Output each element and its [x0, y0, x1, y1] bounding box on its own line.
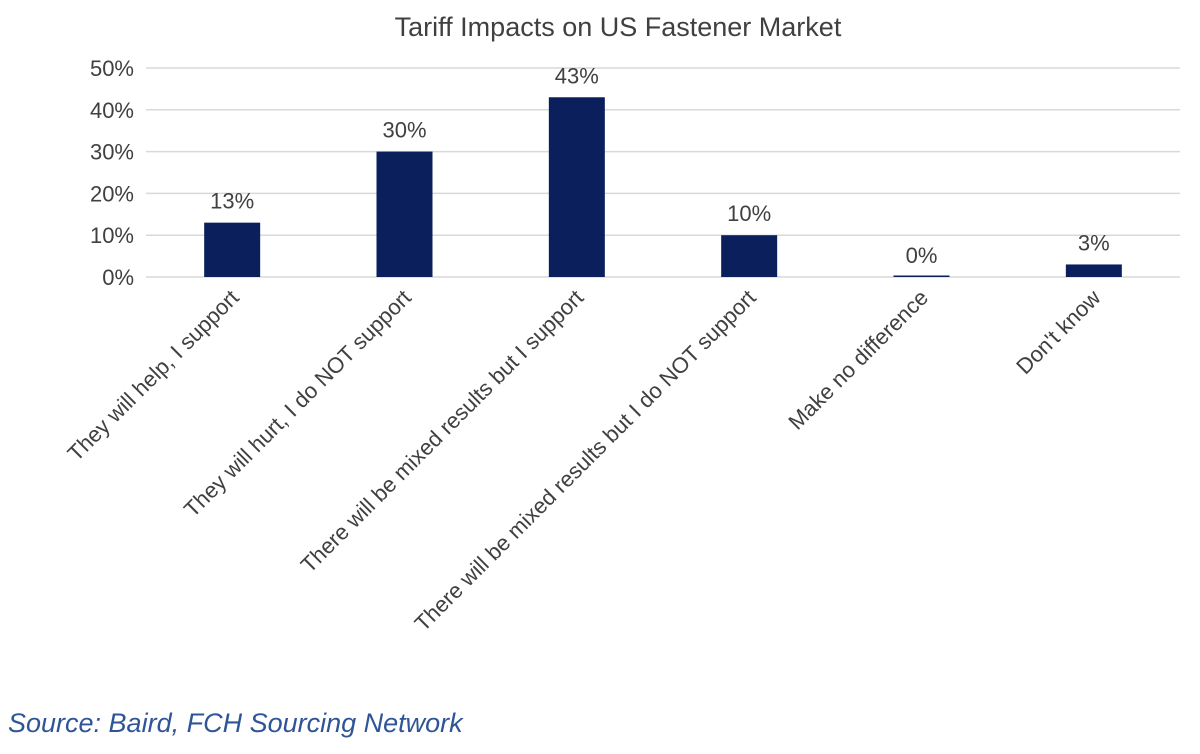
data-label: 43%	[555, 63, 599, 88]
gridlines	[146, 67, 1180, 278]
data-label: 3%	[1078, 230, 1110, 255]
category-label: Make no difference	[783, 285, 933, 435]
y-tick-label: 20%	[90, 181, 134, 206]
y-tick-label: 30%	[90, 140, 134, 165]
bar	[204, 222, 261, 277]
y-tick-label: 50%	[90, 56, 134, 81]
y-tick-label: 10%	[90, 223, 134, 248]
category-label: There will be mixed results but I suppor…	[296, 285, 589, 578]
bars	[204, 97, 1122, 277]
category-label: There will be mixed results but I do NOT…	[410, 285, 761, 636]
bar	[1065, 264, 1122, 277]
bar	[376, 151, 433, 277]
category-label: Don't know	[1011, 285, 1105, 379]
bar	[721, 235, 778, 277]
data-label: 13%	[210, 189, 254, 214]
data-label: 30%	[382, 118, 426, 143]
data-label: 0%	[906, 243, 938, 268]
bar	[893, 275, 950, 277]
y-tick-label: 0%	[102, 265, 134, 290]
bar	[548, 97, 605, 277]
chart-title: Tariff Impacts on US Fastener Market	[395, 12, 842, 42]
y-tick-label: 40%	[90, 98, 134, 123]
data-labels: 13% 30% 43% 10% 0% 3%	[210, 63, 1110, 268]
data-label: 10%	[727, 201, 771, 226]
category-label: They will help, I support	[63, 285, 244, 466]
source-note: Source: Baird, FCH Sourcing Network	[8, 708, 463, 738]
y-axis-ticks: 0% 10% 20% 30% 40% 50%	[90, 56, 134, 290]
